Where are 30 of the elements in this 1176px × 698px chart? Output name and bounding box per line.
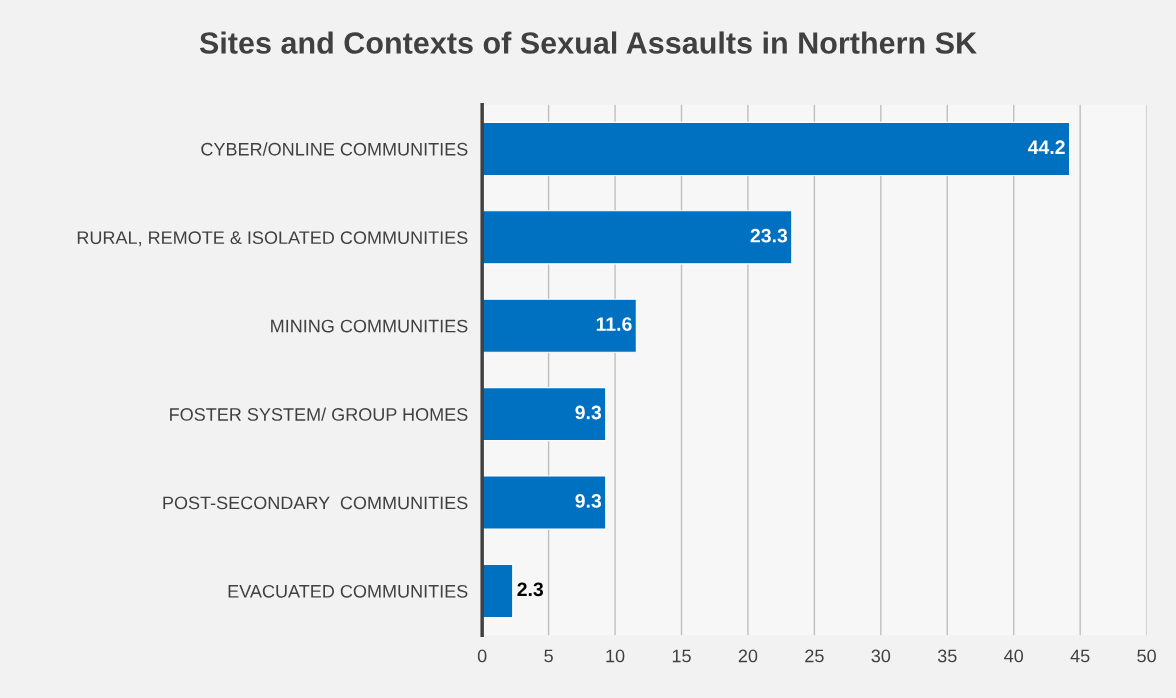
- x-tick-label: 40: [1004, 649, 1024, 663]
- y-tick-label: EVACUATED COMMUNITIES: [228, 584, 468, 598]
- x-tick-label: 45: [1070, 649, 1090, 663]
- bar: [482, 121, 1071, 176]
- y-tick-label: MINING COMMUNITIES: [271, 319, 468, 333]
- x-tick-label: 0: [477, 649, 487, 663]
- data-label: 9.3: [575, 494, 602, 508]
- x-tick-label: 35: [937, 649, 957, 663]
- x-tick-label: 5: [544, 649, 553, 663]
- x-tick-label: 10: [606, 649, 625, 663]
- x-tick-label: 50: [1137, 649, 1156, 663]
- y-tick-label: RURAL, REMOTE & ISOLATED COMMUNITIES: [77, 231, 468, 247]
- y-tick-label: POST-SECONDARY COMMUNITIES: [163, 496, 468, 510]
- bar: [482, 210, 793, 265]
- chart-title: Sites and Contexts of Sexual Assaults in Northern SK: [199, 31, 977, 54]
- data-label: 2.3: [517, 582, 544, 597]
- bar: [482, 298, 637, 353]
- x-tick-label: 30: [871, 649, 891, 663]
- bar: [482, 475, 607, 530]
- bar: [482, 387, 607, 442]
- bar: [482, 563, 514, 619]
- data-label: 44.2: [1027, 140, 1065, 154]
- x-tick-label: 20: [738, 649, 758, 663]
- data-label: 11.6: [596, 317, 632, 331]
- y-tick-label: FOSTER SYSTEM/ GROUP HOMES: [170, 407, 468, 421]
- x-tick-label: 15: [672, 649, 691, 663]
- data-label: 23.3: [750, 228, 788, 243]
- x-tick-label: 25: [805, 649, 824, 663]
- data-label: 9.3: [575, 405, 602, 420]
- y-tick-label: CYBER/ONLINE COMMUNITIES: [201, 142, 468, 156]
